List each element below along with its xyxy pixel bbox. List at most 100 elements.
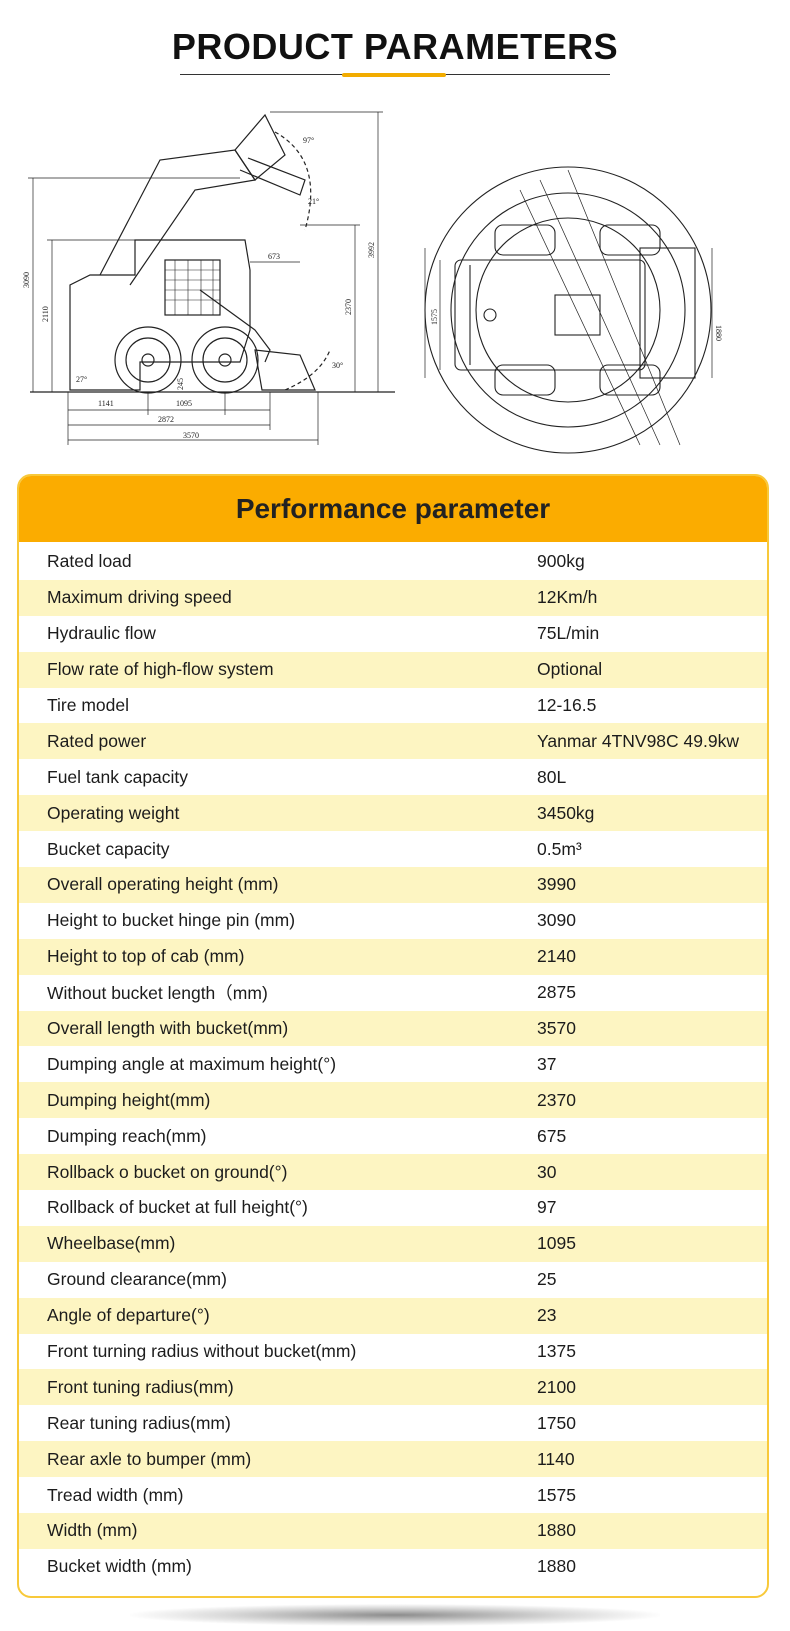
row-value: 2875 [537, 982, 576, 1003]
table-row: Tread width (mm) 1575 [19, 1477, 767, 1513]
dim-label: 3570 [183, 431, 199, 440]
table-row: Dumping reach(mm) 675 [19, 1118, 767, 1154]
dim-label: 245 [176, 378, 185, 390]
seat [554, 294, 601, 336]
row-value: 1375 [537, 1341, 576, 1362]
row-label: Rear tuning radius(mm) [47, 1412, 231, 1433]
row-label: Height to top of cab (mm) [47, 946, 245, 967]
row-label: Without bucket length（mm) [47, 983, 268, 1004]
table-row: Rear tuning radius(mm) 1750 [19, 1405, 767, 1441]
row-label: Rollback o bucket on ground(°) [47, 1161, 288, 1182]
row-value: 1575 [537, 1484, 576, 1505]
dim-label: 673 [268, 252, 280, 261]
dim-label: 97° [303, 136, 314, 145]
table-row: Dumping angle at maximum height(°) 37 [19, 1046, 767, 1082]
row-label: Tire model [47, 695, 130, 715]
row-value: 675 [537, 1125, 567, 1146]
table-row: Height to top of cab (mm) 2140 [19, 938, 767, 975]
table-row: Overall length with bucket(mm) 3570 [19, 1010, 767, 1047]
row-value: Optional [537, 659, 603, 680]
row-label: Dumping reach(mm) [47, 1125, 207, 1146]
turning-circle-mid [450, 192, 686, 428]
bucket-lowered [254, 349, 316, 391]
row-value: 2100 [537, 1376, 576, 1397]
machine-body [69, 239, 251, 391]
row-value: 2370 [537, 1089, 576, 1110]
row-label: Rear axle to bumper (mm) [47, 1448, 252, 1469]
row-label: Height to bucket hinge pin (mm) [47, 910, 296, 931]
page-title: PRODUCT PARAMETERS [171, 26, 619, 67]
row-value: Yanmar 4TNV98C 49.9kw [537, 730, 739, 751]
bucket-dumped [239, 157, 306, 196]
row-value: 1880 [537, 1556, 576, 1577]
turning-circle-outer [424, 166, 712, 454]
side-view [28, 111, 395, 445]
dim-label: 21° [308, 197, 319, 206]
table-row: Fuel tank capacity 80L [19, 759, 767, 795]
row-label: Bucket capacity [47, 838, 170, 859]
dim-label: 27° [76, 375, 87, 384]
dim-label: 2370 [344, 299, 353, 315]
row-label: Fuel tank capacity [47, 766, 189, 787]
table-row: Rear axle to bumper (mm) 1140 [19, 1441, 767, 1478]
row-label: Operating weight [47, 802, 180, 823]
row-label: Dumping height(mm) [47, 1089, 211, 1110]
top-view-labels: 1575 1880 [430, 309, 723, 341]
performance-panel: Performance parameter Rated load 900kg Ma… [17, 474, 769, 1598]
dim-label: 3992 [367, 242, 376, 258]
table-row: Width (mm) 1880 [19, 1513, 767, 1549]
row-value: 3450kg [537, 802, 595, 823]
bucket-top [639, 247, 696, 379]
top-view [424, 166, 713, 454]
table-row: Operating weight 3450kg [19, 795, 767, 832]
row-label: Maximum driving speed [47, 587, 232, 608]
table-row: Front tuning radius(mm) 2100 [19, 1369, 767, 1406]
dim-label: 1141 [98, 399, 114, 408]
parameter-table: Rated load 900kg Maximum driving speed 12K… [19, 542, 767, 1585]
row-label: Tread width (mm) [47, 1484, 184, 1505]
turning-circle-inner [475, 217, 661, 403]
row-value: 3570 [537, 1018, 576, 1039]
wheel-top-left [494, 224, 556, 256]
table-row: Overall operating height (mm) 3990 [19, 867, 767, 903]
dim-label: 30° [332, 361, 343, 370]
row-value: 12Km/h [537, 587, 598, 608]
row-label: Wheelbase(mm) [47, 1233, 176, 1254]
row-value: 1095 [537, 1233, 576, 1254]
table-row: Tire model 12-16.5 [19, 688, 767, 724]
row-label: Flow rate of high-flow system [47, 659, 274, 680]
panel-title: Performance parameter [235, 493, 551, 524]
row-label: Dumping angle at maximum height(°) [47, 1053, 337, 1074]
row-label: Front tuning radius(mm) [47, 1376, 234, 1397]
wheel-bottom-left [494, 364, 556, 396]
row-label: Overall length with bucket(mm) [47, 1018, 289, 1039]
wheel-bottom-right [599, 364, 661, 396]
dim-label: 1575 [430, 309, 439, 325]
cab-grill [164, 259, 221, 316]
row-value: 12-16.5 [537, 695, 597, 715]
drawing-svg: 3090 2110 2370 3992 673 97° 21° 27° 30° … [22, 111, 723, 454]
row-label: Ground clearance(mm) [47, 1269, 227, 1290]
row-label: Width (mm) [47, 1520, 138, 1541]
dim-label: 1095 [176, 399, 192, 408]
row-value: 0.5m³ [537, 838, 582, 859]
row-value: 80L [537, 766, 567, 787]
front-wheel [191, 326, 259, 394]
row-value: 1140 [537, 1448, 575, 1469]
row-label: Front turning radius without bucket(mm) [47, 1341, 357, 1362]
row-value: 3090 [537, 910, 576, 931]
dim-label: 2110 [41, 306, 50, 322]
row-value: 1750 [537, 1412, 576, 1433]
row-label: Rated load [47, 551, 132, 572]
row-value: 75L/min [537, 623, 600, 644]
table-row: Angle of departure(°) 23 [19, 1297, 767, 1334]
table-row: Rated load 900kg [19, 544, 767, 580]
rear-wheel [114, 326, 182, 394]
table-row: Height to bucket hinge pin (mm) 3090 [19, 903, 767, 939]
table-row: Front turning radius without bucket(mm) 1… [19, 1334, 767, 1370]
dump-arc [274, 131, 312, 231]
bucket-raised [234, 113, 286, 181]
row-label: Rated power [47, 730, 147, 751]
row-value: 97 [537, 1197, 557, 1218]
row-value: 1880 [537, 1520, 576, 1541]
